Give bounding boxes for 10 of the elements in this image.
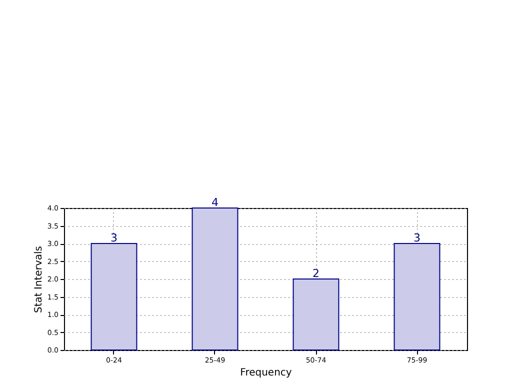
y-axis-title: Stat Intervals: [33, 246, 44, 314]
x-axis-title: Frequency: [240, 368, 292, 378]
data-label: 3: [110, 232, 118, 244]
data-label: 2: [312, 267, 320, 280]
bar: [90, 243, 138, 350]
bar: [292, 278, 340, 350]
bar: [192, 208, 238, 350]
bar: [394, 243, 440, 350]
data-label: 4: [212, 196, 218, 209]
data-label: 3: [414, 232, 421, 244]
